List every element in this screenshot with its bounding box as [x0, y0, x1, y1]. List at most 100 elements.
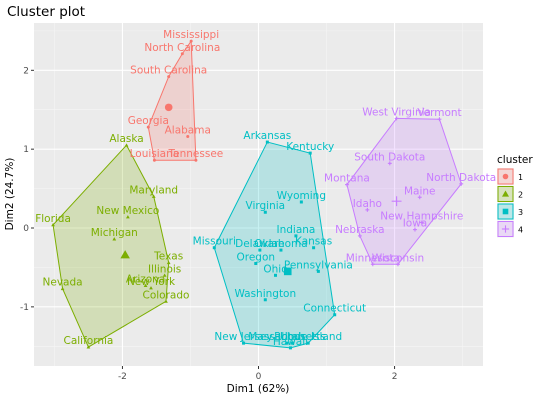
legend-key-marker [502, 190, 509, 197]
x-tick-label: -2 [118, 372, 127, 382]
point-label: California [63, 335, 113, 347]
point-label: Florida [35, 213, 71, 225]
cluster-points [51, 39, 464, 350]
point-label: Kentucky [286, 141, 334, 153]
chart-title: Cluster plot [7, 4, 85, 20]
point-label: Vermont [417, 107, 461, 119]
data-point [285, 341, 289, 345]
data-point [60, 286, 65, 291]
y-tick-label: 0 [23, 224, 29, 234]
point-label: Missouri [193, 236, 236, 248]
y-tick-label: 2 [23, 66, 29, 76]
data-point [151, 194, 156, 198]
data-point [417, 195, 422, 200]
data-point [162, 273, 167, 277]
point-label: Iowa [403, 218, 428, 230]
point-label: Arizona [126, 274, 165, 286]
legend-item-1: 1 [497, 168, 523, 185]
data-point [258, 248, 262, 252]
point-label: Massachusetts [248, 331, 326, 343]
data-point [370, 262, 375, 267]
data-point [263, 298, 267, 302]
data-point [279, 248, 283, 252]
point-label: Nebraska [335, 224, 385, 236]
data-point [333, 313, 337, 317]
point-label: Virginia [246, 200, 286, 212]
data-point [291, 341, 295, 345]
legend-item-3: 3 [497, 203, 523, 220]
data-point [459, 181, 464, 186]
point-label: Washington [234, 288, 296, 300]
data-point [189, 39, 193, 43]
data-point [344, 182, 349, 187]
point-label: Kansas [295, 236, 332, 248]
point-label: Delaware [235, 238, 284, 250]
data-point [306, 341, 310, 345]
cluster-hulls [52, 39, 462, 349]
point-label: South Dakota [354, 151, 425, 163]
data-point [274, 273, 278, 277]
data-point [86, 345, 91, 349]
data-point [166, 260, 171, 265]
data-point [212, 246, 216, 250]
cluster-centroids [120, 103, 402, 276]
data-point [51, 222, 55, 227]
data-point [316, 269, 320, 273]
point-label: Rhode Island [274, 331, 342, 343]
data-point [254, 261, 258, 265]
point-label: Hawaii [273, 336, 308, 348]
point-label: Mississippi [163, 29, 219, 41]
legend-label: 1 [518, 173, 523, 182]
data-point [419, 220, 424, 225]
point-label: North Carolina [144, 42, 220, 54]
point-label: Alaska [109, 133, 143, 145]
point-label: North Dakota [426, 172, 496, 184]
grid-major [34, 23, 483, 366]
y-tick-label: 1 [23, 145, 29, 155]
point-label: Indiana [276, 224, 315, 236]
data-point [152, 158, 156, 162]
cluster-hull-2 [52, 144, 170, 348]
x-axis-label: Dim1 (62%) [227, 383, 290, 395]
point-label: New York [127, 276, 176, 288]
data-point [396, 262, 400, 267]
data-point [143, 283, 148, 287]
legend-item-2: 2 [497, 185, 523, 203]
data-point [394, 116, 399, 121]
point-label: Minnesota [346, 252, 400, 264]
data-point [112, 237, 117, 241]
point-label: Wyoming [277, 190, 326, 202]
point-label: Georgia [128, 115, 169, 127]
point-label: Louisiana [130, 148, 180, 160]
legend-key-marker [502, 173, 509, 180]
data-point [387, 161, 392, 166]
point-label: Alabama [165, 125, 211, 137]
cluster-centroid-3 [283, 267, 292, 276]
cluster-centroid-1 [164, 103, 173, 112]
data-point [180, 52, 184, 56]
point-label: Colorado [143, 289, 190, 301]
cluster-centroid-2 [120, 250, 130, 259]
point-label: Illinois [148, 263, 181, 275]
data-point [312, 246, 316, 250]
point-label: Utah [280, 331, 305, 343]
legend-item-4: 4 [497, 220, 523, 238]
point-label: Texas [153, 251, 183, 263]
legend-label: 2 [518, 191, 523, 200]
data-point [126, 215, 130, 219]
data-point [413, 227, 417, 232]
legend-label: 3 [518, 208, 523, 217]
cluster-hull-3 [213, 141, 336, 349]
data-point [146, 125, 150, 129]
point-label: New Jersey [214, 331, 272, 343]
data-point [288, 346, 292, 350]
point-label: West Virginia [362, 106, 431, 118]
data-point [357, 233, 362, 238]
data-point [149, 286, 153, 290]
point-label: Arkansas [243, 130, 291, 142]
x-tick-label: 0 [256, 372, 262, 382]
point-label: Connecticut [303, 303, 366, 315]
